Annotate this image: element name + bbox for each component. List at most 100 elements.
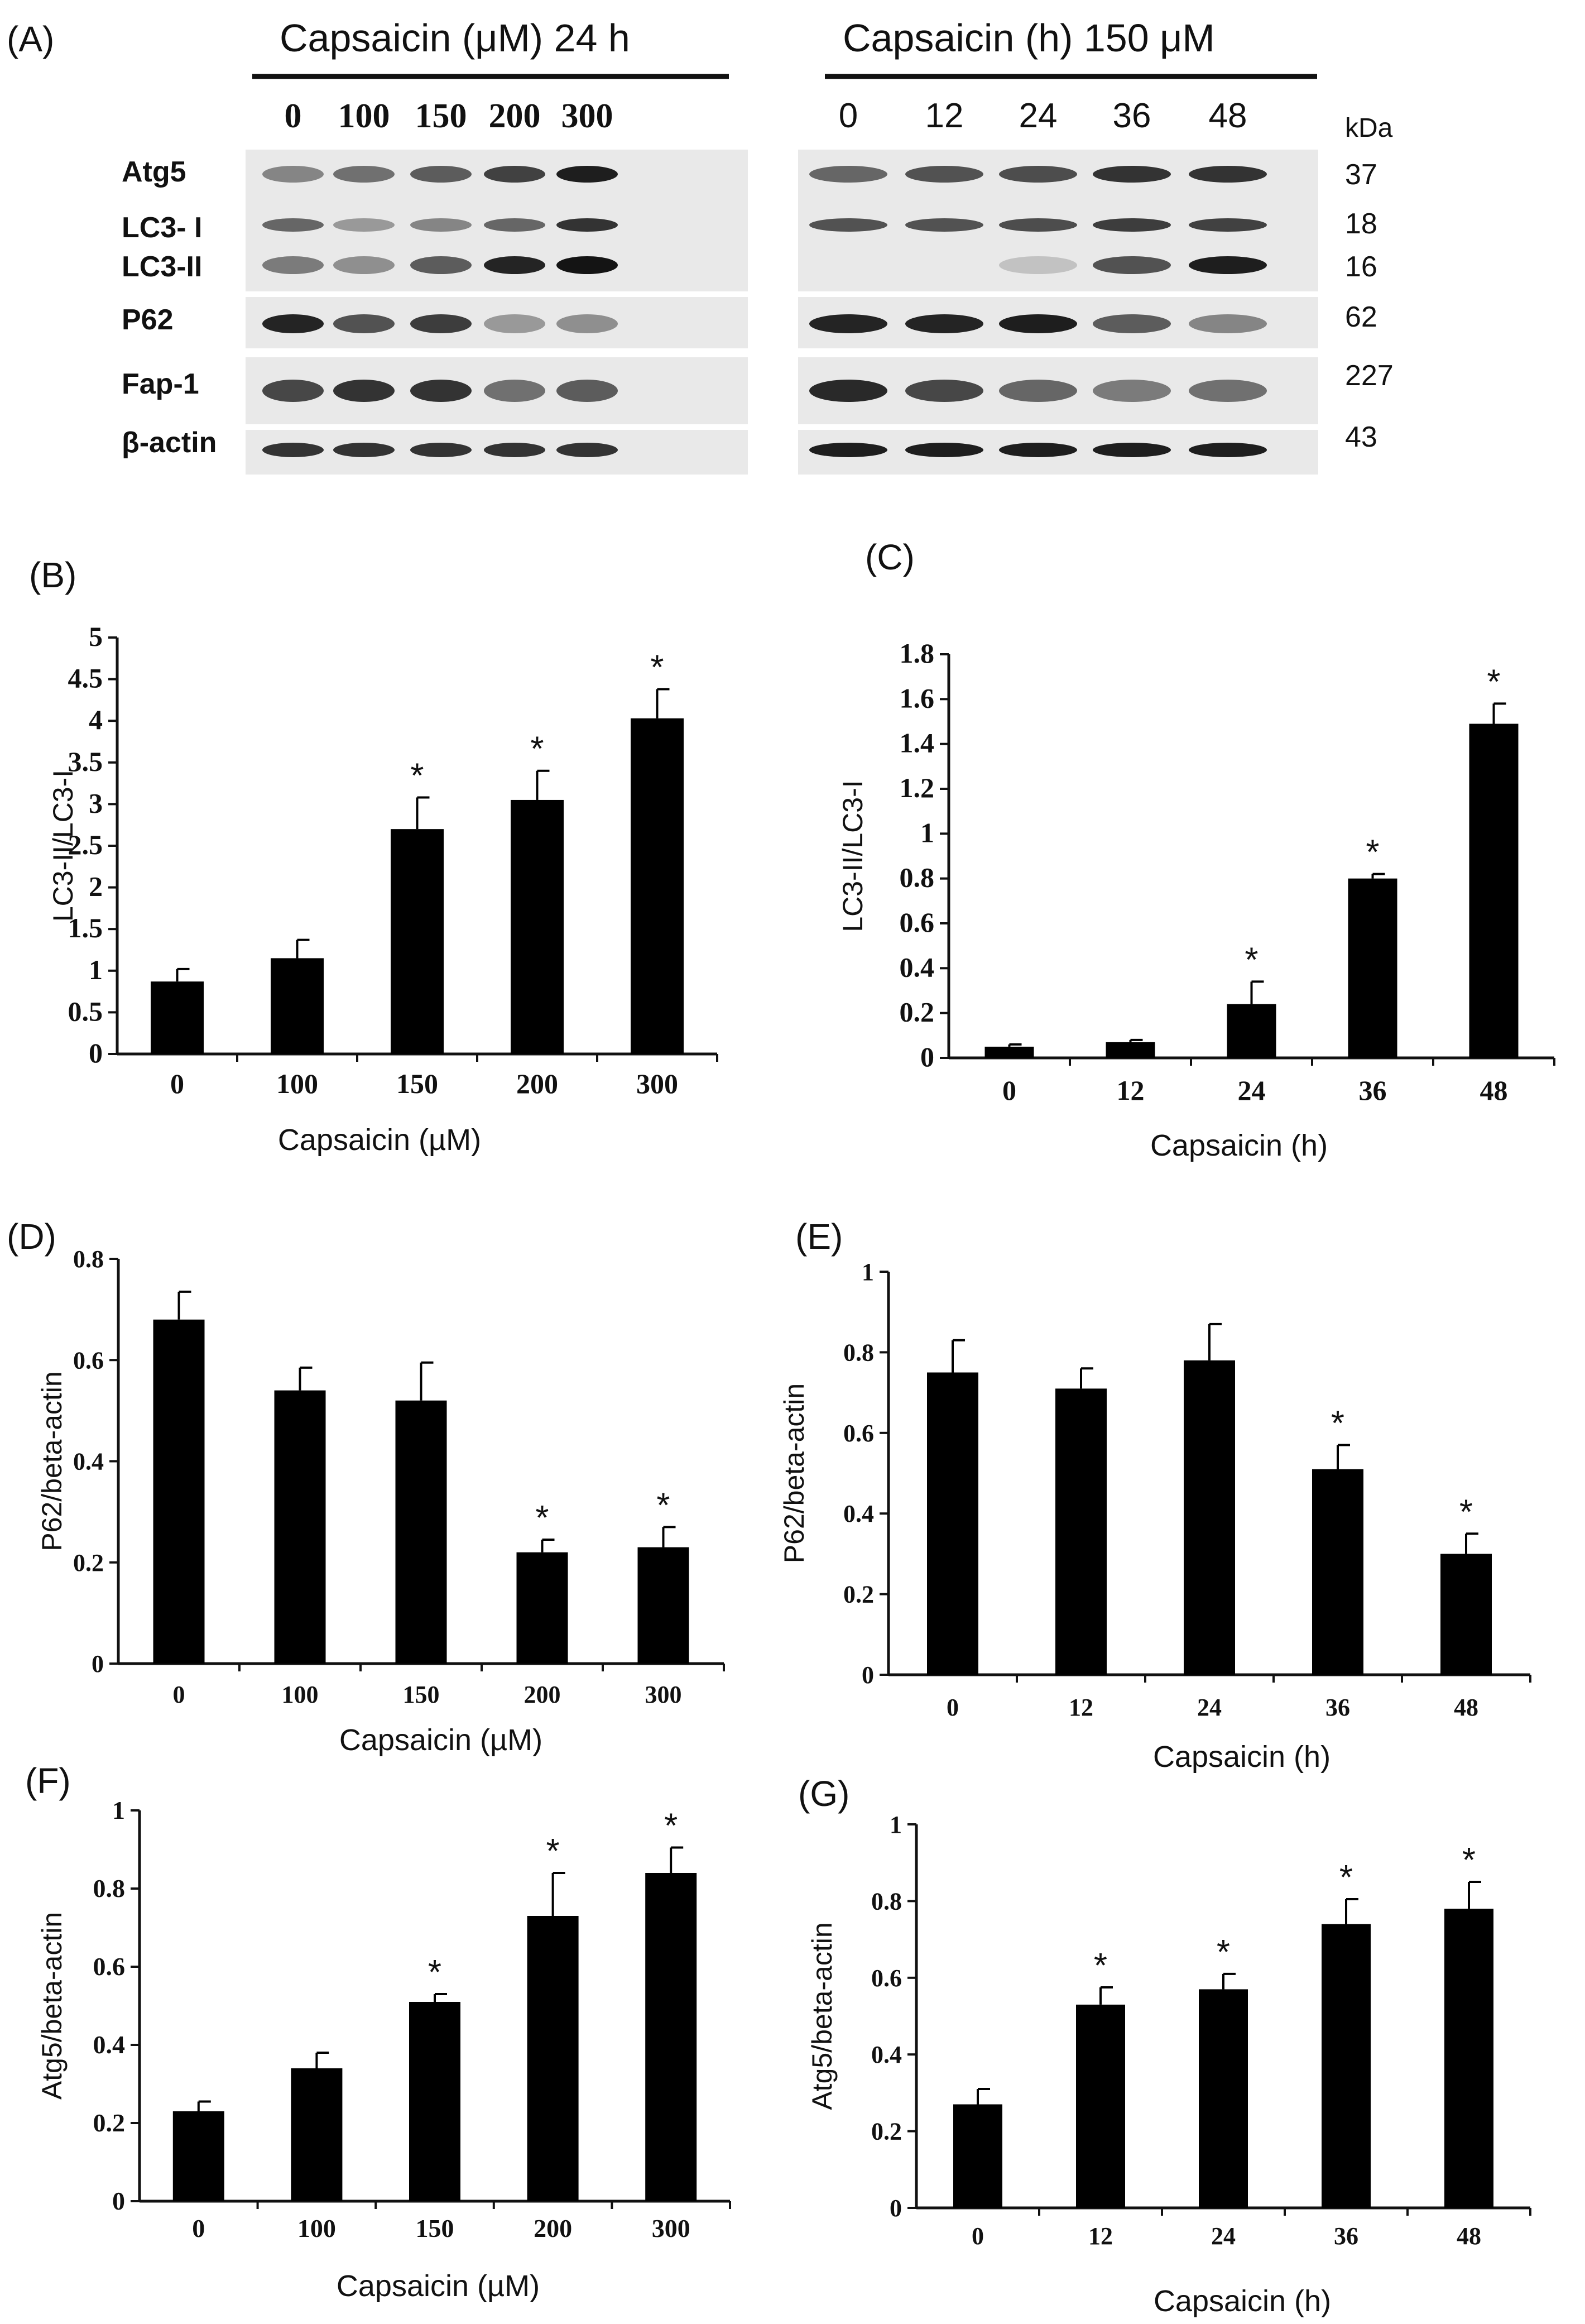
blot-row-label-atg5: Atg5: [122, 156, 186, 188]
band-atg5-right: [1093, 166, 1171, 183]
x-tick-label: 0: [1002, 1075, 1016, 1106]
significance-marker: *: [656, 1486, 670, 1525]
bar: [511, 799, 564, 1054]
band-actin-left: [484, 443, 545, 457]
western-blot-panel: (A) Capsaicin (μM) 24 h Capsaicin (h) 15…: [7, 16, 1394, 475]
band-p62-left: [262, 314, 324, 333]
band-atg5-right: [999, 166, 1077, 183]
band-lc3ii-left: [484, 256, 545, 274]
panel-label-f: (F): [25, 1761, 71, 1801]
bar: [1199, 1989, 1248, 2208]
significance-marker: *: [410, 756, 424, 795]
blot-strip-lc3-right: [798, 201, 1318, 291]
blot-left-header: Capsaicin (μM) 24 h: [280, 16, 630, 60]
band-fap-left: [484, 380, 545, 402]
bar: [953, 2104, 1002, 2208]
band-actin-right: [999, 443, 1077, 457]
y-tick-label: 2.5: [68, 829, 103, 860]
band-p62-right: [1093, 314, 1171, 333]
blot-lane-label-left: 200: [489, 97, 541, 135]
band-actin-left: [556, 443, 618, 457]
y-axis-title: Atg5/beta-actin: [36, 1912, 68, 2100]
bar: [1076, 2004, 1125, 2208]
band-atg5-left: [333, 166, 395, 183]
y-tick-label: 1.6: [900, 682, 935, 713]
x-tick-label: 150: [416, 2214, 454, 2242]
x-tick-label: 24: [1211, 2222, 1236, 2250]
bar: [409, 2002, 460, 2201]
band-fap-right: [1093, 380, 1171, 402]
y-tick-label: 2: [89, 871, 103, 902]
blot-gels: 0 100 150 200 300 0 12 24 36 48: [246, 97, 1318, 475]
chart-b: (B)00.511.522.533.544.550 100 150*200*300*…: [29, 555, 718, 1157]
bar: [172, 2111, 224, 2201]
x-axis-title: Capsaicin (h): [1153, 1740, 1331, 1774]
x-tick-label: 24: [1197, 1694, 1222, 1721]
y-axis-title: LC3-II/LC3-I: [47, 770, 79, 922]
band-p62-right: [905, 314, 983, 333]
y-tick-label: 0.6: [900, 907, 935, 938]
blot-kda-beta-actin: 43: [1345, 421, 1377, 453]
band-lc3i-left: [410, 218, 472, 232]
x-tick-label: 48: [1454, 1694, 1478, 1721]
bar: [1106, 1042, 1155, 1058]
band-actin-right: [1093, 443, 1171, 457]
band-fap-right: [999, 380, 1077, 402]
band-atg5-left: [410, 166, 472, 183]
bar: [391, 829, 444, 1054]
y-tick-label: 4: [89, 704, 103, 735]
y-tick-label: 0: [92, 1650, 104, 1678]
y-tick-label: 0: [89, 1037, 103, 1068]
y-tick-label: 0.6: [871, 1964, 902, 1992]
band-lc3i-right: [999, 218, 1077, 232]
bar: [274, 1390, 326, 1664]
bar: [271, 958, 324, 1054]
x-tick-label: 48: [1457, 2222, 1481, 2250]
y-tick-label: 1.4: [900, 727, 935, 759]
y-tick-label: 0.2: [900, 996, 935, 1028]
y-tick-label: 0.2: [93, 2109, 126, 2137]
y-tick-label: 0.8: [871, 1887, 902, 1915]
bar: [1055, 1388, 1107, 1675]
x-axis-title: Capsaicin (µM): [339, 1723, 542, 1757]
significance-marker: *: [1462, 1841, 1476, 1880]
band-fap-left: [262, 380, 324, 402]
blot-lane-label-left: 150: [415, 97, 467, 135]
x-tick-label: 300: [636, 1068, 678, 1099]
panel-label-a: (A): [7, 19, 54, 59]
x-axis-title: Capsaicin (h): [1154, 2284, 1331, 2318]
bar: [291, 2068, 343, 2201]
bar: [1322, 1924, 1371, 2208]
x-axis-title: Capsaicin (h): [1150, 1129, 1328, 1162]
band-actin-left: [410, 443, 472, 457]
band-atg5-left: [262, 166, 324, 183]
y-axis-title: P62/beta-actin: [36, 1371, 68, 1551]
y-tick-label: 0.4: [843, 1500, 874, 1527]
significance-marker: *: [1094, 1947, 1107, 1985]
y-tick-label: 0.4: [871, 2041, 902, 2068]
y-tick-label: 0.6: [843, 1420, 874, 1447]
significance-marker: *: [1339, 1858, 1353, 1897]
band-actin-left: [262, 443, 324, 457]
band-lc3i-left: [484, 218, 545, 232]
blot-lane-label-left: 300: [561, 97, 613, 135]
bar: [1227, 1004, 1276, 1058]
x-tick-label: 12: [1069, 1694, 1093, 1721]
blot-lane-label-right: 24: [1019, 97, 1058, 135]
y-tick-label: 3: [89, 787, 103, 818]
panel-label-c: (C): [865, 537, 915, 577]
x-tick-label: 100: [282, 1681, 319, 1708]
significance-marker: *: [1245, 941, 1258, 979]
bar: [1312, 1469, 1363, 1675]
band-lc3i-right: [1093, 218, 1171, 232]
bar: [516, 1552, 568, 1664]
band-lc3ii-left: [556, 256, 618, 274]
y-axis-title: Atg5/beta-actin: [806, 1922, 838, 2110]
y-tick-label: 1: [862, 1258, 874, 1286]
significance-marker: *: [428, 1953, 441, 1992]
band-p62-left: [484, 314, 545, 333]
x-tick-label: 0: [173, 1681, 185, 1708]
band-lc3i-left: [262, 218, 324, 232]
bar: [645, 1873, 697, 2201]
